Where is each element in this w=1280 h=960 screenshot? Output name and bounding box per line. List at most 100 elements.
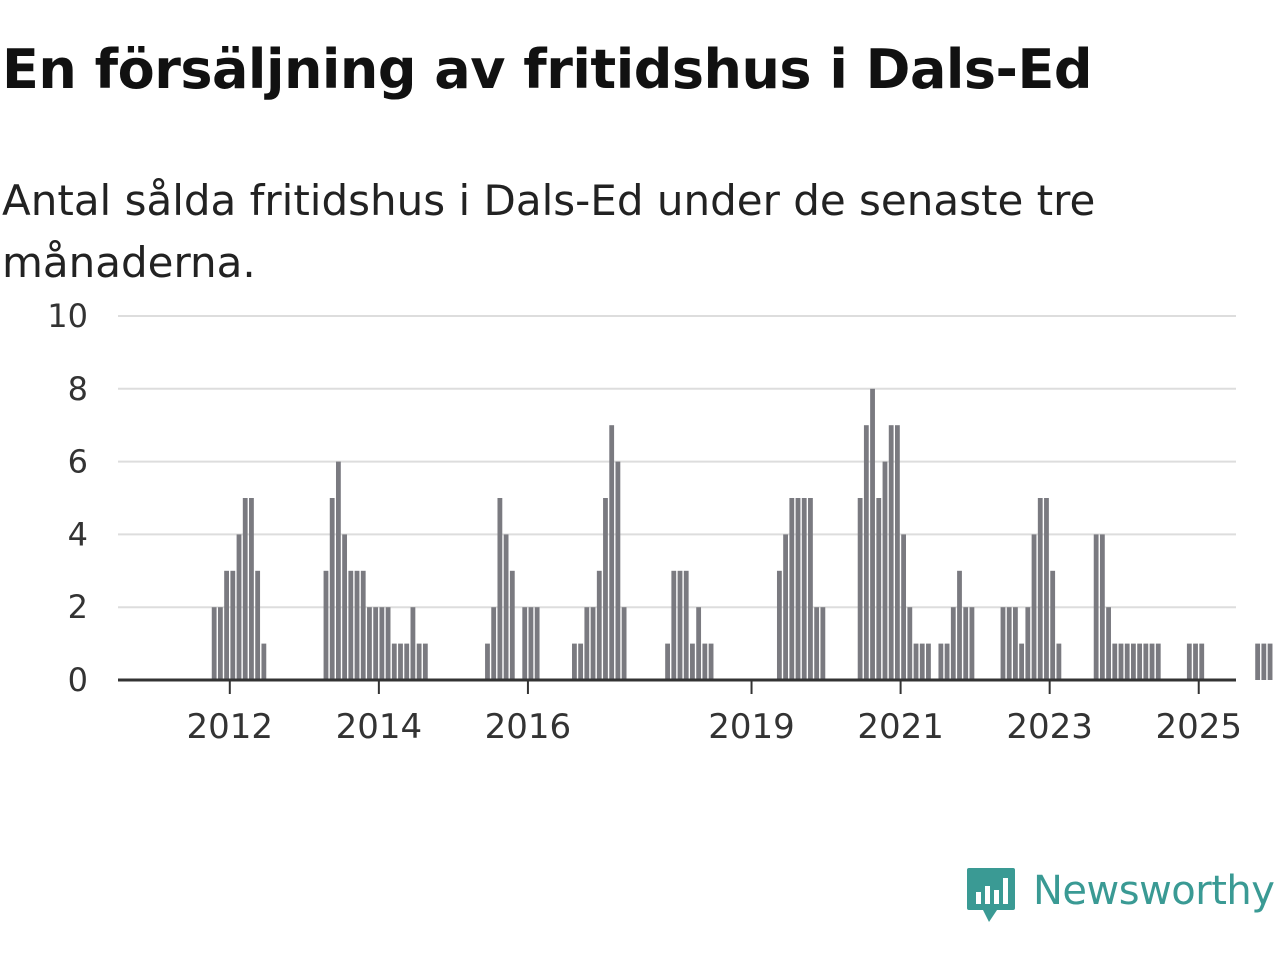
x-tick-label: 2014	[336, 707, 423, 747]
bar	[950, 607, 956, 680]
bar	[1013, 607, 1018, 680]
grid-lines	[118, 315, 1236, 609]
bar	[1025, 607, 1031, 680]
bar	[776, 570, 782, 680]
bar	[1050, 570, 1056, 680]
y-tick-label: 8	[68, 370, 88, 408]
bar	[926, 643, 931, 680]
bar	[398, 643, 403, 680]
bar	[969, 607, 975, 680]
bar	[1186, 643, 1192, 680]
bar	[801, 498, 807, 680]
bar	[522, 607, 528, 680]
bar	[1261, 643, 1267, 680]
bar	[671, 570, 677, 680]
bar	[1131, 643, 1136, 680]
bar	[590, 607, 596, 680]
bar	[888, 425, 894, 680]
x-tick-label: 2025	[1155, 707, 1242, 747]
x-axis: 2012 2014 2016 2019 2021 2023 2025	[118, 678, 1242, 747]
bar	[354, 570, 360, 680]
bar	[1149, 643, 1155, 680]
bar	[503, 534, 509, 680]
bar	[572, 643, 577, 680]
bar	[410, 607, 416, 680]
bar	[696, 607, 702, 680]
bar	[236, 534, 242, 680]
bar	[255, 570, 261, 680]
bar	[348, 570, 354, 680]
bar	[1112, 643, 1118, 680]
bar	[596, 570, 602, 680]
y-axis-ticks: 0 2 4 6 8 10	[47, 297, 88, 699]
bar	[857, 498, 863, 680]
bar	[702, 643, 708, 680]
bar	[261, 643, 267, 680]
bar	[677, 570, 683, 680]
x-tick-label: 2012	[187, 707, 274, 747]
bar	[1037, 498, 1043, 680]
newsworthy-logo-icon	[967, 868, 1015, 922]
bar	[901, 534, 907, 680]
bar	[1118, 643, 1124, 680]
bar	[379, 607, 385, 680]
bar	[603, 498, 608, 680]
bar	[907, 607, 913, 680]
bar	[404, 643, 410, 680]
bar	[957, 570, 962, 680]
bar	[1106, 607, 1111, 680]
bar	[385, 607, 391, 680]
y-tick-label: 6	[68, 443, 88, 481]
x-tick-label: 2016	[485, 707, 572, 747]
bar	[1056, 643, 1062, 680]
bar	[870, 388, 875, 680]
bar	[876, 498, 882, 680]
x-tick-label: 2019	[708, 707, 795, 747]
bar	[1137, 643, 1143, 680]
bar	[615, 461, 621, 680]
bar	[1006, 607, 1012, 680]
bar	[1019, 643, 1025, 680]
y-tick-label: 10	[47, 297, 88, 335]
bar	[783, 534, 788, 680]
y-tick-label: 0	[68, 661, 88, 699]
brand-name: Newsworthy	[1033, 868, 1275, 914]
bar	[1267, 643, 1273, 680]
bars	[211, 388, 1273, 680]
bar	[708, 643, 714, 680]
bar	[360, 570, 366, 680]
bar	[814, 607, 820, 680]
bar	[534, 607, 540, 680]
bar	[621, 607, 627, 680]
bar	[497, 498, 503, 680]
bar	[1099, 534, 1105, 680]
bar	[335, 461, 341, 680]
bar	[1143, 643, 1149, 680]
bar	[422, 643, 428, 680]
bar	[690, 643, 695, 680]
bar	[329, 498, 335, 680]
bar	[913, 643, 919, 680]
chart-subtitle: Antal sålda fritidshus i Dals-Ed under d…	[2, 176, 1096, 287]
bar	[485, 643, 490, 680]
bar	[491, 607, 497, 680]
bar	[242, 498, 248, 680]
bar	[391, 643, 397, 680]
bar	[609, 425, 615, 680]
bar	[1193, 643, 1198, 680]
bar	[1199, 643, 1205, 680]
bar	[683, 570, 689, 680]
bar	[789, 498, 795, 680]
bar	[1093, 534, 1099, 680]
y-tick-label: 4	[68, 515, 88, 553]
y-tick-label: 2	[68, 588, 88, 626]
bar	[249, 498, 254, 680]
x-tick-label: 2021	[857, 707, 944, 747]
bar	[820, 607, 826, 680]
bar	[1155, 643, 1161, 680]
bar	[938, 643, 944, 680]
bar	[808, 498, 813, 680]
bar	[665, 643, 670, 680]
bar	[217, 607, 223, 680]
